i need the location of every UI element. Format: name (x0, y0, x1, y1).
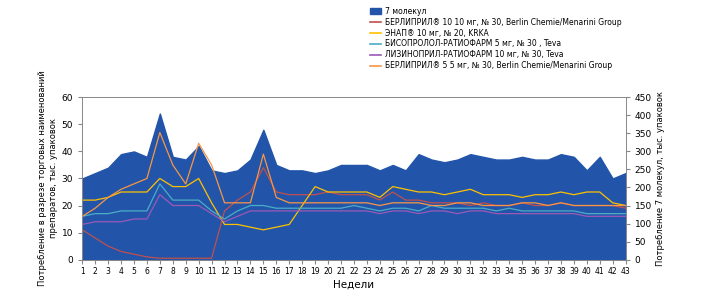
X-axis label: Недели: Недели (333, 280, 375, 290)
Y-axis label: Потребление 7 молекул, тыс. упаковок: Потребление 7 молекул, тыс. упаковок (656, 91, 665, 266)
Legend: 7 молекул, БЕРЛИПРИЛ® 10 10 мг, № 30, Berlin Chemie/Menarini Group, ЭНАП® 10 мг,: 7 молекул, БЕРЛИПРИЛ® 10 10 мг, № 30, Be… (370, 7, 622, 70)
Y-axis label: Потребление в разрезе торговых наименований
препаратов, тыс. упаковок: Потребление в разрезе торговых наименова… (38, 71, 57, 286)
